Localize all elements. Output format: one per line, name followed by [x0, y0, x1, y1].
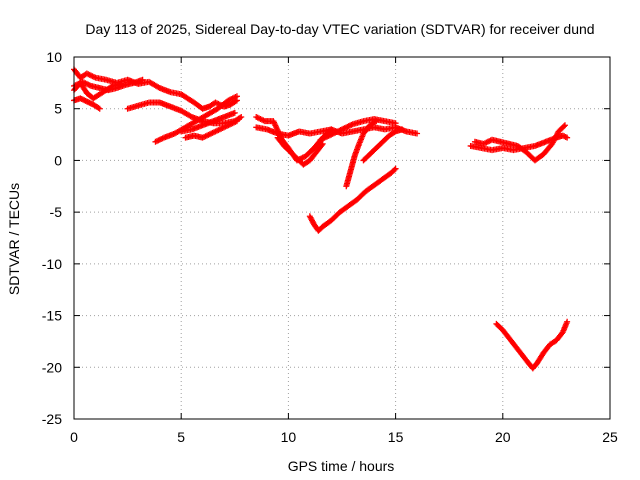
y-tick-label: 5: [54, 101, 62, 117]
data-point: [187, 113, 194, 120]
data-point: [391, 166, 398, 173]
x-tick-label: 0: [70, 429, 78, 445]
data-point: [373, 118, 380, 125]
data-points: [71, 66, 571, 372]
y-tick-label: 0: [54, 152, 62, 168]
data-point: [139, 76, 146, 83]
data-series-6: [152, 93, 240, 145]
x-tick-label: 5: [177, 429, 185, 445]
data-point: [560, 123, 567, 130]
data-point: [231, 109, 238, 116]
data-point: [562, 133, 569, 140]
x-tick-label: 20: [495, 429, 511, 445]
data-point: [238, 113, 245, 120]
data-series-15: [306, 165, 399, 234]
x-tick-label: 25: [602, 429, 618, 445]
y-tick-label: -25: [42, 411, 62, 427]
data-point: [561, 122, 568, 129]
data-series-3: [71, 79, 125, 102]
data-series-7: [178, 109, 238, 135]
data-series-8: [182, 118, 240, 141]
axis-ticks: 0 5 10 15 20 25 -25 -20 -15 -10 -5 0 5 10: [42, 49, 618, 445]
data-series-4: [71, 95, 103, 112]
data-series-17: [471, 122, 568, 164]
data-point: [399, 126, 406, 133]
data-series-12: [317, 116, 399, 143]
data-point: [95, 104, 102, 111]
x-tick-label: 15: [388, 429, 404, 445]
data-point: [564, 318, 571, 325]
data-point: [118, 80, 125, 87]
data-point: [155, 84, 162, 91]
data-point: [319, 140, 326, 147]
data-series-13: [343, 118, 380, 190]
data-point: [372, 118, 379, 125]
y-tick-label: -15: [42, 308, 62, 324]
data-point: [414, 130, 421, 137]
data-point: [233, 118, 240, 125]
x-tick-label: 10: [281, 429, 297, 445]
data-point: [236, 114, 243, 121]
data-series-18: [493, 318, 571, 372]
data-point: [328, 126, 335, 133]
data-series-11: [274, 134, 326, 168]
data-point: [392, 165, 399, 172]
y-tick-label: 10: [46, 49, 62, 65]
y-axis-label: SDTVAR / TECUs: [6, 183, 22, 295]
data-series-14: [360, 126, 406, 164]
chart-title: Day 113 of 2025, Sidereal Day-to-day VTE…: [85, 21, 594, 37]
data-point: [564, 134, 571, 141]
data-point: [233, 93, 240, 100]
plot-frame: [73, 56, 611, 420]
data-point: [318, 142, 325, 149]
data-point: [108, 83, 115, 90]
data-point: [96, 105, 103, 112]
y-tick-label: -20: [42, 359, 62, 375]
x-axis-label: GPS time / hours: [288, 458, 395, 474]
y-tick-label: -5: [50, 204, 63, 220]
y-tick-label: -10: [42, 256, 62, 272]
data-point: [392, 120, 399, 127]
